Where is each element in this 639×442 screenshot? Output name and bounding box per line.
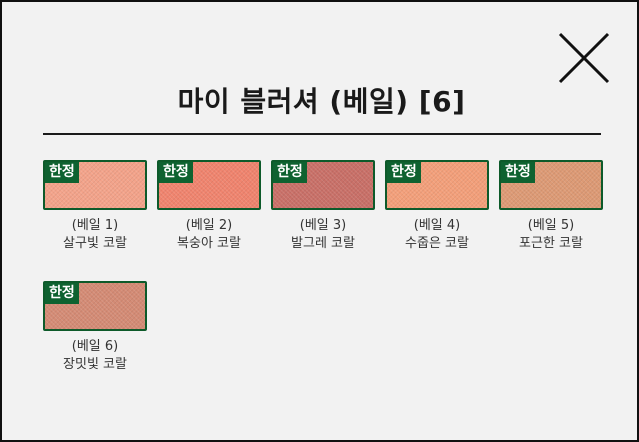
shade-variant: (베일 3): [299, 218, 347, 233]
shade-item-1[interactable]: 한정 (베일 1) 살구빛 코랄: [43, 160, 147, 253]
shade-name: 수줍은 코랄: [405, 236, 469, 251]
shade-name: 발그레 코랄: [291, 236, 355, 251]
shade-variant: (베일 2): [185, 218, 233, 233]
shade-item-2[interactable]: 한정 (베일 2) 복숭아 코랄: [157, 160, 261, 253]
shade-variant: (베일 1): [71, 218, 119, 233]
limited-badge: 한정: [501, 162, 535, 183]
shade-name: 살구빛 코랄: [63, 236, 127, 251]
shade-variant: (베일 5): [527, 218, 575, 233]
limited-badge: 한정: [159, 162, 193, 183]
shade-name: 포근한 코랄: [519, 236, 583, 251]
shade-item-6[interactable]: 한정 (베일 6) 장밋빛 코랄: [43, 281, 147, 374]
limited-badge: 한정: [45, 283, 79, 304]
shade-swatch[interactable]: 한정: [271, 160, 375, 210]
limited-badge: 한정: [45, 162, 79, 183]
shade-caption: (베일 6) 장밋빛 코랄: [43, 338, 147, 374]
limited-badge: 한정: [273, 162, 307, 183]
shade-swatch[interactable]: 한정: [157, 160, 261, 210]
shade-item-3[interactable]: 한정 (베일 3) 발그레 코랄: [271, 160, 375, 253]
shade-name: 장밋빛 코랄: [63, 357, 127, 372]
shade-caption: (베일 4) 수줍은 코랄: [385, 217, 489, 253]
shade-swatch[interactable]: 한정: [499, 160, 603, 210]
close-button[interactable]: [556, 30, 612, 86]
shade-name: 복숭아 코랄: [177, 236, 241, 251]
shade-swatch[interactable]: 한정: [385, 160, 489, 210]
shade-variant: (베일 4): [413, 218, 461, 233]
shade-swatch[interactable]: 한정: [43, 160, 147, 210]
shade-caption: (베일 2) 복숭아 코랄: [157, 217, 261, 253]
shade-variant: (베일 6): [71, 339, 119, 354]
shade-item-5[interactable]: 한정 (베일 5) 포근한 코랄: [499, 160, 603, 253]
shade-caption: (베일 5) 포근한 코랄: [499, 217, 603, 253]
shade-item-4[interactable]: 한정 (베일 4) 수줍은 코랄: [385, 160, 489, 253]
title-divider: [43, 133, 601, 135]
modal-title: 마이 블러셔 (베일) [6]: [177, 85, 466, 118]
shade-caption: (베일 1) 살구빛 코랄: [43, 217, 147, 253]
shade-swatch[interactable]: 한정: [43, 281, 147, 331]
shade-caption: (베일 3) 발그레 코랄: [271, 217, 375, 253]
close-icon: [558, 32, 610, 84]
limited-badge: 한정: [387, 162, 421, 183]
